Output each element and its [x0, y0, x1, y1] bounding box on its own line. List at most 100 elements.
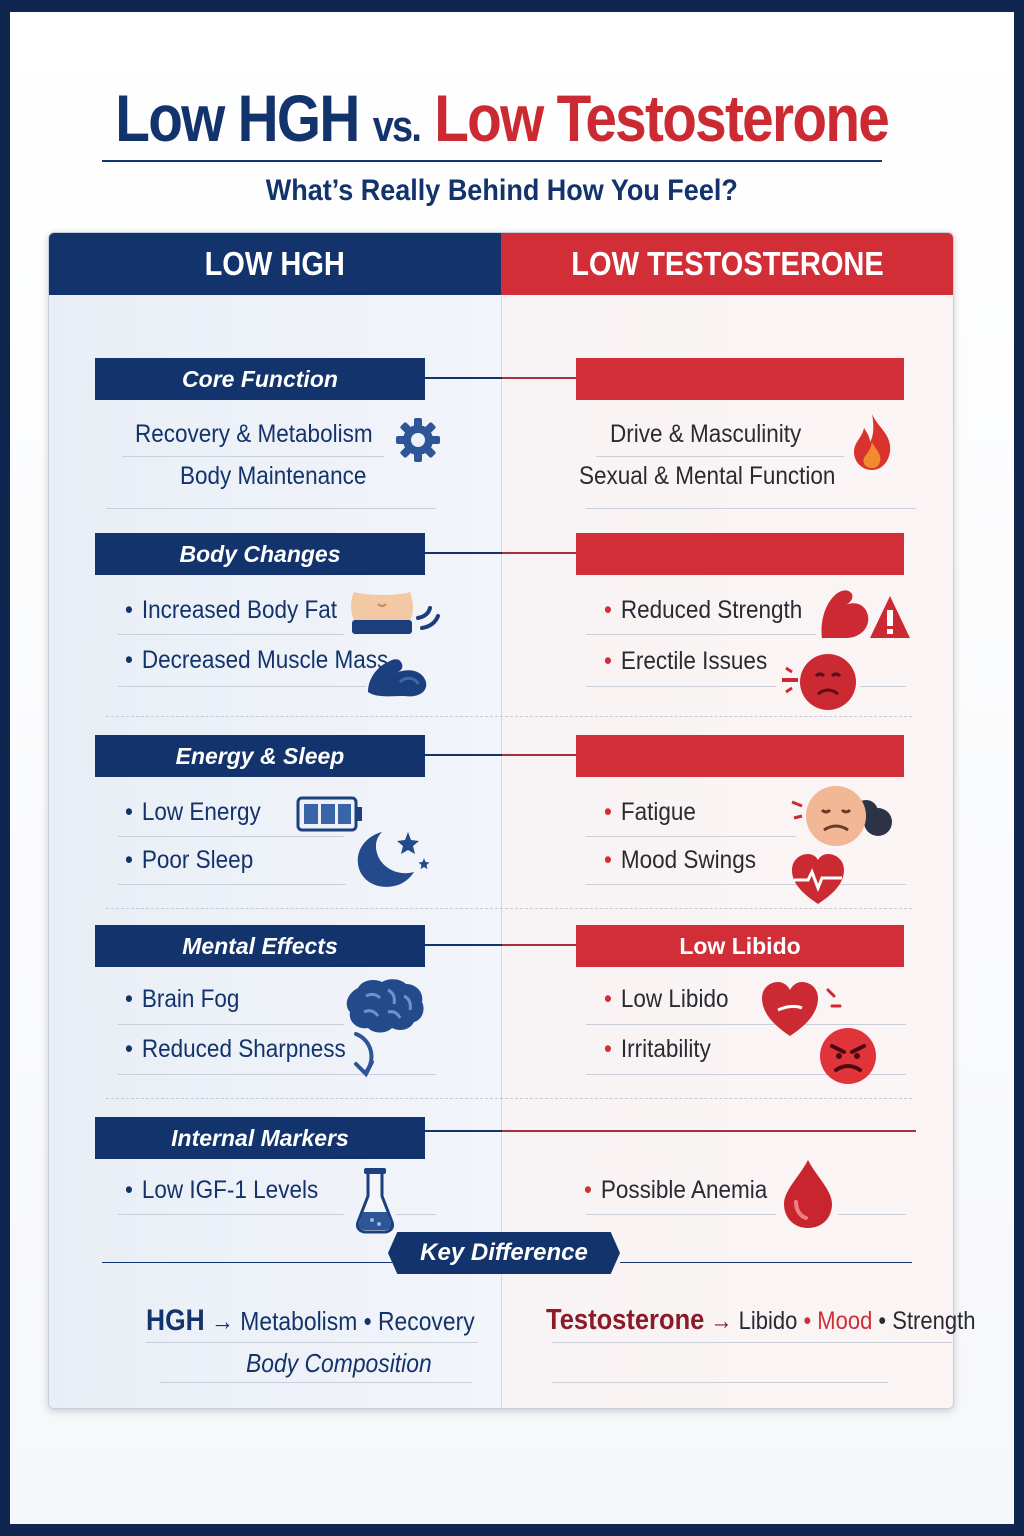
row-divider	[586, 1214, 776, 1215]
section-label-internal-markers: Internal Markers	[95, 1117, 425, 1159]
blood-drop-icon	[784, 1160, 832, 1228]
testosterone-summary: Testosterone → Libido • Mood • Strength	[546, 1304, 975, 1337]
title-low-testosterone: Low Testosterone	[434, 81, 890, 155]
list-item: Reduced Strength	[604, 596, 802, 625]
row-divider	[118, 1074, 436, 1075]
list-item: Body Maintenance	[180, 462, 367, 490]
gear-icon	[396, 418, 440, 462]
section-label-mental-effects: Mental Effects	[95, 925, 425, 967]
title-vs: vs.	[372, 102, 422, 151]
row-divider	[552, 1342, 952, 1343]
list-item: Low Libido	[604, 985, 729, 1014]
bullet-separator: •	[803, 1307, 812, 1335]
row-divider	[118, 836, 344, 837]
row-divider	[106, 508, 436, 509]
arrow-icon: →	[211, 1306, 234, 1336]
broken-heart-icon	[762, 982, 842, 1036]
row-divider	[396, 1214, 436, 1215]
row-divider	[122, 456, 384, 457]
hgh-summary-name: HGH	[146, 1304, 205, 1337]
section-divider	[106, 908, 912, 909]
list-item: Reduced Sharpness	[125, 1035, 346, 1064]
title-low-hgh: Low HGH	[115, 81, 360, 155]
test-tube-icon	[356, 1168, 394, 1234]
hgh-summary-metabolism: Metabolism	[240, 1306, 358, 1336]
list-item: Decreased Muscle Mass	[125, 646, 388, 675]
row-divider	[596, 456, 844, 457]
column-header-low-hgh: LOW HGH	[49, 233, 501, 295]
list-item: Low IGF-1 Levels	[125, 1176, 318, 1205]
row-divider	[586, 686, 776, 687]
list-item: Erectile Issues	[604, 647, 767, 676]
flame-icon	[854, 414, 891, 470]
key-difference-rule-left	[102, 1262, 392, 1263]
list-item: Low Energy	[125, 798, 261, 827]
row-divider	[860, 686, 906, 687]
connector-line	[502, 754, 576, 756]
bullet-separator: •	[363, 1306, 372, 1336]
connector-line	[425, 552, 502, 554]
connector-line	[425, 754, 502, 756]
connector-line	[425, 1130, 502, 1132]
connector-line	[425, 377, 502, 379]
row-divider	[146, 1342, 478, 1343]
row-divider	[586, 1024, 906, 1025]
flexed-arm-icon	[368, 659, 427, 697]
section-label-low-libido: Low Libido	[576, 925, 904, 967]
brain-icon	[346, 979, 424, 1033]
section-label-core-function: Core Function	[95, 358, 425, 400]
list-item: Mood Swings	[604, 846, 756, 875]
row-divider	[118, 686, 366, 687]
moon-stars-icon	[357, 832, 430, 887]
hgh-summary: HGH → Metabolism • Recovery	[146, 1304, 475, 1338]
hgh-summary-recovery: Recovery	[378, 1306, 475, 1336]
list-item: Irritability	[604, 1035, 711, 1064]
connector-line	[502, 377, 576, 379]
section-label-energy-sleep: Energy & Sleep	[95, 735, 425, 777]
left-column-bg	[49, 233, 501, 1408]
list-item: Drive & Masculinity	[610, 420, 802, 448]
section-label-core-function-right	[576, 358, 904, 400]
section-divider	[106, 716, 912, 717]
row-divider	[586, 884, 906, 885]
list-item: Recovery & Metabolism	[135, 420, 373, 448]
list-item: Poor Sleep	[125, 846, 253, 875]
row-divider	[586, 634, 816, 635]
connector-line	[425, 944, 502, 946]
page-title: Low HGH vs. Low Testosterone	[70, 78, 933, 167]
row-divider	[160, 1382, 472, 1383]
hgh-summary-body-composition: Body Composition	[246, 1348, 432, 1378]
row-divider	[118, 634, 344, 635]
weak-arm-warning-icon	[821, 590, 910, 638]
title-divider	[102, 160, 882, 162]
tired-face-icon	[791, 786, 892, 846]
connector-line	[502, 1130, 916, 1132]
sad-face-icon	[782, 654, 856, 710]
column-header-low-testosterone: LOW TESTOSTERONE	[501, 233, 953, 295]
key-difference-rule-right	[620, 1262, 912, 1263]
list-item: Sexual & Mental Function	[579, 462, 836, 490]
connector-line	[502, 552, 576, 554]
row-divider	[118, 1214, 344, 1215]
list-item: Possible Anemia	[584, 1176, 767, 1205]
list-item: Increased Body Fat	[125, 596, 337, 625]
row-divider	[552, 1382, 888, 1383]
row-divider	[838, 1214, 906, 1215]
row-divider	[118, 1024, 344, 1025]
row-divider	[586, 836, 796, 837]
row-divider	[118, 884, 346, 885]
section-label-body-changes-right	[576, 533, 904, 575]
connector-line	[502, 944, 576, 946]
section-divider	[106, 1098, 912, 1099]
curved-arrow-icon	[354, 1032, 374, 1078]
row-divider	[586, 508, 916, 509]
list-item: Fatigue	[604, 798, 696, 827]
heartbeat-icon	[792, 854, 844, 904]
testosterone-summary-name: Testosterone	[546, 1304, 705, 1336]
angry-face-icon	[820, 1028, 876, 1084]
bullet-separator: •	[878, 1307, 887, 1335]
battery-icon	[296, 796, 362, 832]
testosterone-summary-mood: Mood	[817, 1307, 873, 1335]
section-label-energy-sleep-right	[576, 735, 904, 777]
belly-icon	[351, 592, 440, 634]
